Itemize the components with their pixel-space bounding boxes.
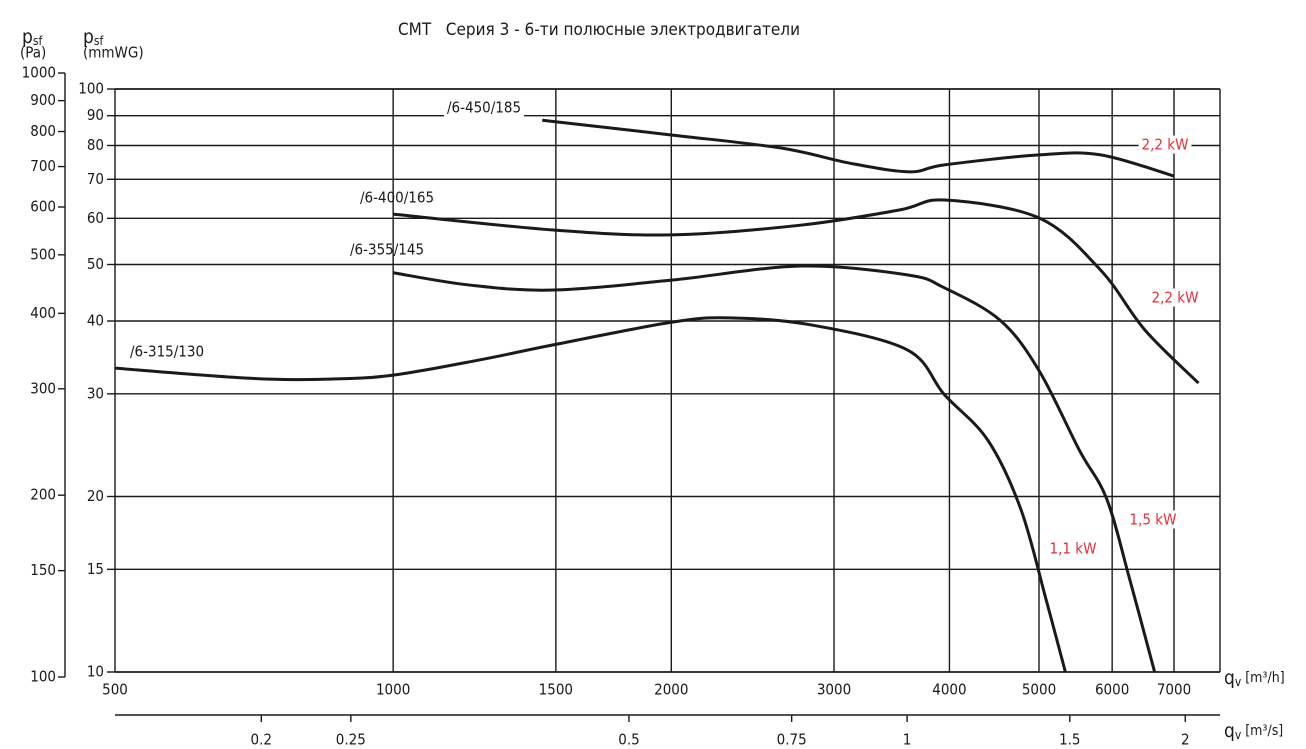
y-tick-label: 30 <box>87 384 104 402</box>
y2-tick-label: 200 <box>30 486 56 504</box>
curve-label: /6-400/165 <box>360 189 434 207</box>
curve-label: /6-450/185 <box>447 99 521 117</box>
axis-subscript: sf <box>33 34 44 48</box>
power-label: 2,2 kW <box>1152 289 1199 307</box>
y2-tick-label: 700 <box>30 157 56 175</box>
y-tick-label: 80 <box>87 136 104 154</box>
axis-label: qv [m³/s] <box>1224 720 1283 742</box>
axis-symbol: q <box>1224 667 1235 689</box>
x-tick-label: 500 <box>102 681 128 699</box>
axis-unit: [m³/s] <box>1245 723 1283 739</box>
axis-symbol: p <box>22 26 33 48</box>
y2-tick-label: 400 <box>30 304 56 322</box>
y2-tick-label: 100 <box>30 668 56 686</box>
y2-tick-label: 500 <box>30 245 56 263</box>
curve <box>392 264 1157 673</box>
curve-label: /6-355/145 <box>350 241 424 259</box>
x-tick-label: 6000 <box>1095 681 1129 699</box>
axis-label: psf <box>22 26 43 48</box>
axis-symbol: p <box>83 26 94 48</box>
curve <box>542 118 1175 178</box>
x-tick-label: 3000 <box>817 681 851 699</box>
power-label: 1,1 kW <box>1050 540 1097 558</box>
axis-unit: (mmWG) <box>83 44 144 62</box>
axis-subscript: v <box>1235 675 1242 689</box>
x-tick-label: 1000 <box>376 681 410 699</box>
x2-tick-label: 0.5 <box>618 731 639 749</box>
axis-subscript: v <box>1235 728 1242 742</box>
label-bg <box>444 98 525 117</box>
y2-tick-label: 150 <box>30 561 56 579</box>
y-tick-label: 15 <box>87 560 104 578</box>
label-bg <box>1046 539 1100 558</box>
label-bg <box>1148 288 1202 307</box>
curve-label: /6-315/130 <box>130 343 204 361</box>
y2-tick-label: 800 <box>30 122 56 140</box>
x2-tick-label: 1 <box>903 731 912 749</box>
y-tick-label: 100 <box>78 80 104 98</box>
y2-tick-label: 900 <box>30 91 56 109</box>
x2-tick-label: 1.5 <box>1059 731 1080 749</box>
axis-label: qv [m³/h] <box>1224 667 1285 689</box>
x2-tick-label: 0.25 <box>336 731 366 749</box>
x-tick-label: 7000 <box>1157 681 1191 699</box>
axis-unit: [m³/h] <box>1245 670 1284 686</box>
y-tick-label: 60 <box>87 209 104 227</box>
power-label: 1,5 kW <box>1130 511 1177 529</box>
y-tick-label: 20 <box>87 487 104 505</box>
label-bg <box>1138 135 1192 154</box>
label-bg <box>1126 510 1180 529</box>
x-tick-label: 2000 <box>654 681 688 699</box>
axis-subscript: sf <box>94 34 105 48</box>
curve <box>114 316 1067 673</box>
x-tick-label: 5000 <box>1022 681 1056 699</box>
y2-tick-label: 1000 <box>22 64 56 82</box>
y-tick-label: 70 <box>87 170 104 188</box>
curve <box>393 198 1200 385</box>
chart-title: CMT Серия 3 - 6-ти полюсные электродвига… <box>398 20 800 40</box>
y-tick-label: 50 <box>87 255 104 273</box>
axis-unit: (Pa) <box>20 44 46 62</box>
y-tick-label: 40 <box>87 311 104 329</box>
x2-tick-label: 0.2 <box>251 731 272 749</box>
y-tick-label: 90 <box>87 106 104 124</box>
y2-tick-label: 600 <box>30 197 56 215</box>
x2-tick-label: 2 <box>1181 731 1190 749</box>
y2-tick-label: 300 <box>30 379 56 397</box>
y-tick-label: 10 <box>87 663 104 681</box>
axis-symbol: q <box>1224 720 1235 742</box>
power-label: 2,2 kW <box>1142 136 1189 154</box>
x-tick-label: 4000 <box>932 681 966 699</box>
axis-label: psf <box>83 26 104 48</box>
x-tick-label: 1500 <box>539 681 573 699</box>
x2-tick-label: 0.75 <box>777 731 807 749</box>
